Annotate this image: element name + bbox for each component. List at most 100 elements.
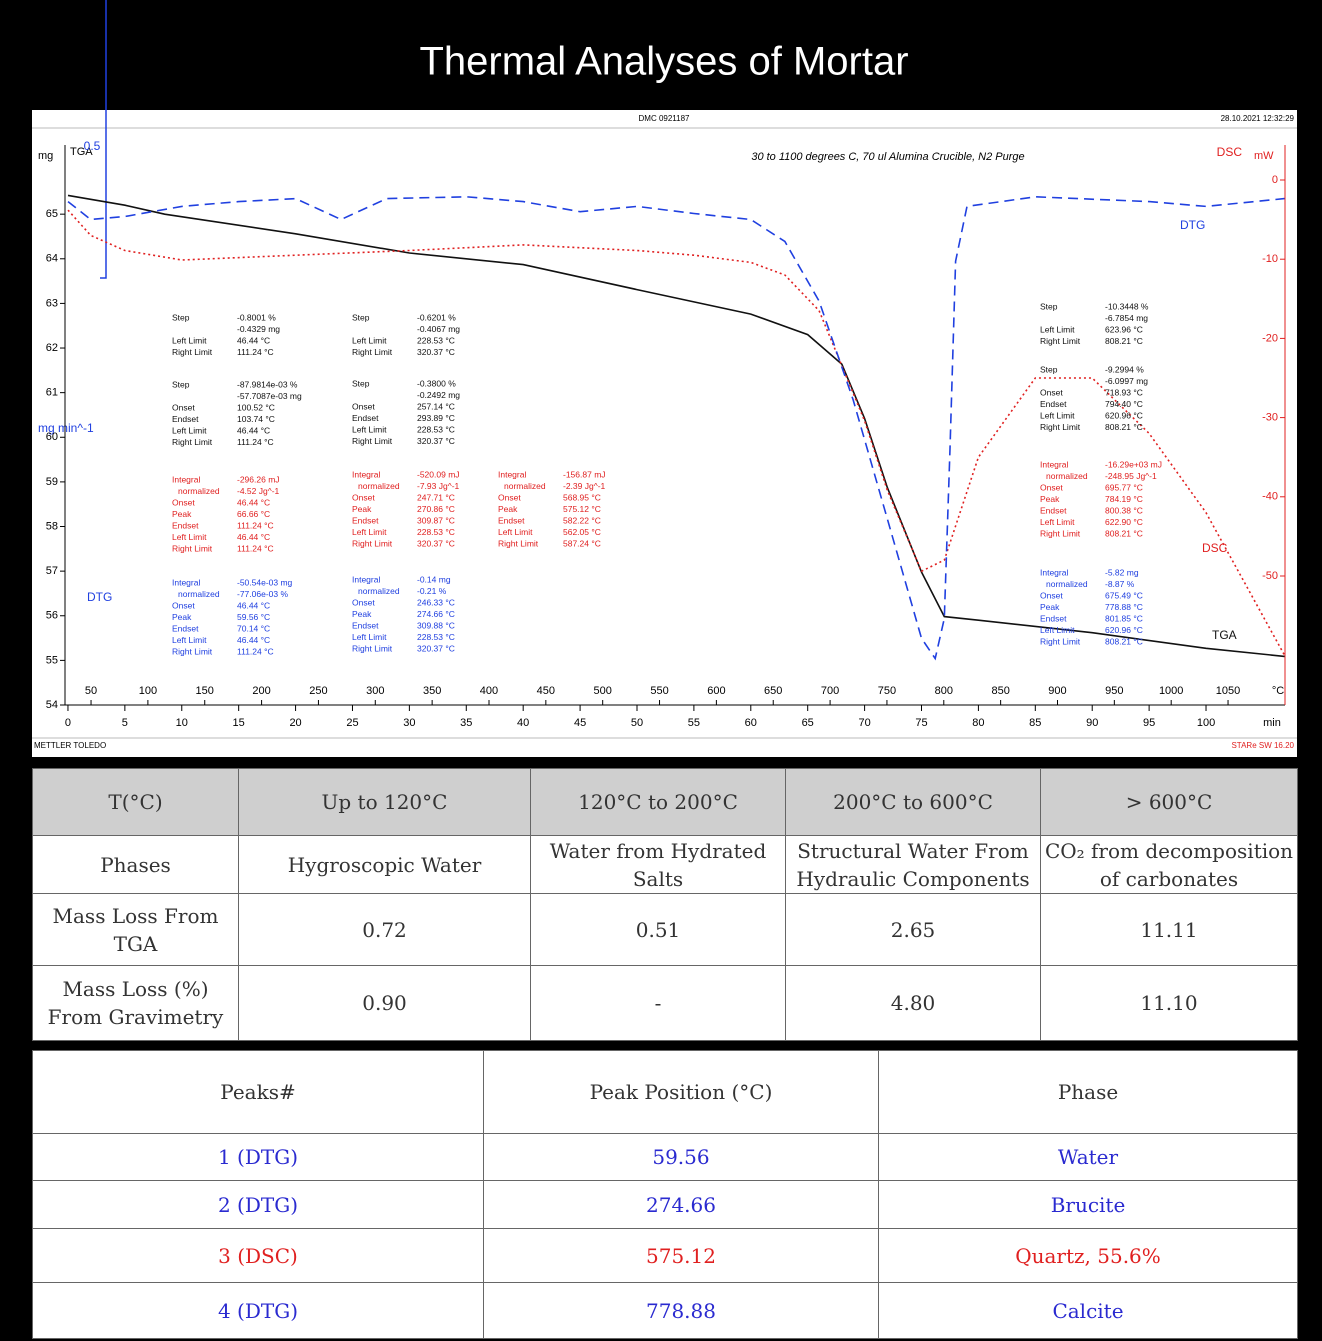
annotation-text: 111.24 °C	[237, 543, 274, 553]
annotation-text: -0.2492 mg	[417, 390, 460, 400]
annotation-text: 320.37 °C	[417, 643, 455, 653]
table-cell: 11.10	[1040, 965, 1298, 1041]
annotation-text: Left Limit	[172, 635, 207, 645]
annotation-text: 228.53 °C	[417, 527, 455, 537]
y-axis-unit: mg	[38, 150, 53, 162]
annotation-text: 46.44 °C	[237, 497, 270, 507]
x-tick-label: 30	[403, 717, 415, 729]
table-cell: 2.65	[785, 893, 1041, 966]
annotation-text: Endset	[172, 520, 199, 530]
table-cell: 575.12	[483, 1228, 879, 1283]
annotation-text: Right Limit	[352, 436, 393, 446]
annotation-text: 46.44 °C	[237, 532, 270, 542]
annotation-text: 582.22 °C	[563, 515, 601, 525]
annotation-text: -0.8001 %	[237, 312, 276, 322]
table-cell: 11.11	[1040, 893, 1298, 966]
annotation-text: 247.71 °C	[417, 492, 455, 502]
annotation-text: Integral	[172, 577, 200, 587]
table-cell: 4.80	[785, 965, 1041, 1041]
table-cell: 1 (DTG)	[32, 1133, 484, 1181]
series-line	[67, 195, 1285, 661]
y2-tick-label: -10	[1262, 253, 1278, 265]
annotation-text: Step	[352, 378, 370, 388]
annotation-text: normalized	[358, 586, 400, 596]
x-tick-label: 55	[688, 717, 700, 729]
annotation-text: -248.95 Jg^-1	[1105, 471, 1157, 481]
annotation-text: Endset	[352, 413, 379, 423]
annotation-text: 800.38 °C	[1105, 505, 1143, 515]
y-tick-label: 54	[46, 699, 58, 711]
y-tick-label: 55	[46, 654, 58, 666]
y-tick-label: 61	[46, 387, 58, 399]
x2-tick-label: 150	[196, 685, 214, 697]
header-cell: T(°C)	[32, 768, 239, 836]
annotation-text: 808.21 °C	[1105, 336, 1143, 346]
annotation-text: Left Limit	[498, 527, 533, 537]
annotation-text: -2.39 Jg^-1	[563, 481, 606, 491]
x-tick-label: 40	[517, 717, 529, 729]
header-cell: Up to 120°C	[238, 768, 531, 836]
annotation-text: 103.74 °C	[237, 414, 275, 424]
header-cell: Peak Position (°C)	[483, 1050, 879, 1134]
annotation-text: -77.06e-03 %	[237, 589, 288, 599]
annotation-text: 246.33 °C	[417, 597, 455, 607]
annotation-text: 46.44 °C	[237, 335, 270, 345]
annotation-text: Endset	[352, 620, 379, 630]
annotation-text: -520.09 mJ	[417, 469, 460, 479]
annotation-text: 794.40 °C	[1105, 399, 1143, 409]
x-tick-label: 5	[122, 717, 128, 729]
x2-tick-label: 50	[85, 685, 97, 697]
x-tick-label: 25	[346, 717, 358, 729]
annotation-text: Endset	[498, 515, 525, 525]
x-tick-label: 100	[1197, 717, 1215, 729]
x2-tick-label: 300	[366, 685, 384, 697]
table-cell: Water from Hydrated Salts	[530, 835, 786, 894]
annotation-text: -296.26 mJ	[237, 474, 280, 484]
x2-tick-label: 1000	[1159, 685, 1183, 697]
annotation-text: Right Limit	[1040, 636, 1081, 646]
annotation-text: normalized	[1046, 471, 1088, 481]
annotation-text: Right Limit	[352, 643, 393, 653]
annotation-text: 808.21 °C	[1105, 636, 1143, 646]
annotation-text: Onset	[172, 402, 195, 412]
table-cell: Quartz, 55.6%	[878, 1228, 1298, 1283]
x-tick-label: 45	[574, 717, 586, 729]
annotation-text: 778.88 °C	[1105, 602, 1143, 612]
annotation-text: Right Limit	[172, 437, 213, 447]
annotation-text: -7.93 Jg^-1	[417, 481, 460, 491]
x-tick-label: 60	[745, 717, 757, 729]
annotation-text: 66.66 °C	[237, 509, 270, 519]
annotation-text: Left Limit	[1040, 625, 1075, 635]
annotation-text: Onset	[352, 492, 375, 502]
footer-software: STARe SW 16.20	[1231, 741, 1294, 750]
annotation-text: Integral	[1040, 459, 1068, 469]
annotation-text: -0.3800 %	[417, 378, 456, 388]
annotation-text: 675.49 °C	[1105, 590, 1143, 600]
data-table: Peaks# Peak Position (°C) Phase 1 (DTG) 59.5…	[32, 1050, 1298, 1339]
x2-tick-label: 250	[309, 685, 327, 697]
x-tick-label: 0	[65, 717, 71, 729]
annotation-text: Onset	[498, 492, 521, 502]
annotation-text: Onset	[352, 597, 375, 607]
x-tick-label: 95	[1143, 717, 1155, 729]
annotation-text: 257.14 °C	[417, 401, 455, 411]
annotation-text: -0.6201 %	[417, 312, 456, 322]
annotation-text: Endset	[1040, 399, 1067, 409]
annotation-text: Right Limit	[172, 543, 213, 553]
table-cell: 3 (DSC)	[32, 1228, 484, 1283]
annotation-text: Left Limit	[172, 335, 207, 345]
annotation-text: 309.88 °C	[417, 620, 455, 630]
annotation-text: 228.53 °C	[417, 424, 455, 434]
header-id: DMC 0921187	[639, 114, 691, 123]
annotation-text: Peak	[498, 504, 518, 514]
y-tick-label: 56	[46, 610, 58, 622]
annotation-text: Left Limit	[352, 335, 387, 345]
annotation-text: 575.12 °C	[563, 504, 601, 514]
series-line	[67, 209, 1286, 656]
y2-tick-label: 0	[1272, 174, 1278, 186]
annotation-text: Right Limit	[172, 347, 213, 357]
x-tick-label: 35	[460, 717, 472, 729]
annotation-text: -156.87 mJ	[563, 469, 606, 479]
x-tick-label: 15	[233, 717, 245, 729]
annotation-text: 46.44 °C	[237, 425, 270, 435]
